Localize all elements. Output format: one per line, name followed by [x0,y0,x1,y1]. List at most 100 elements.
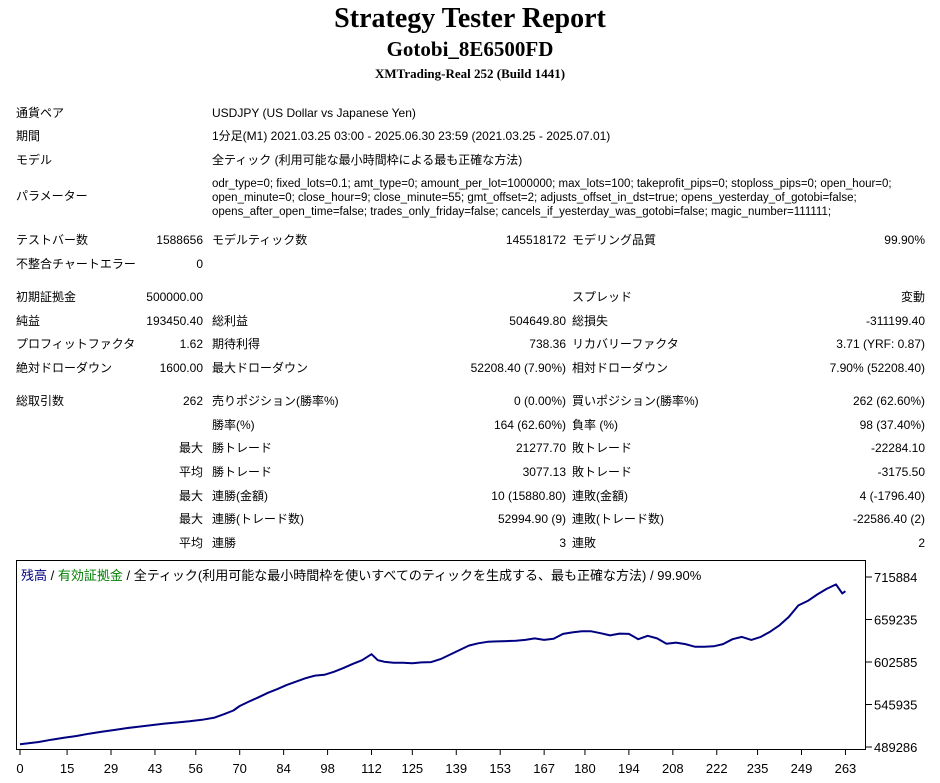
quality-label: モデリング品質 [572,233,657,247]
long-label: 買いポジション(勝率%) [572,394,699,408]
max-consec-loss-label: 連敗(金額) [572,489,628,503]
x-tick-label: 263 [835,761,857,776]
max-prefix: 最大 [178,489,203,503]
x-tick-label: 125 [401,761,423,776]
quality-value: 99.90% [884,233,925,247]
largest-win-value: 21277.70 [515,441,566,455]
legend-equity: 有効証拠金 [57,568,123,583]
server-info: XMTrading-Real 252 (Build 1441) [374,66,566,81]
pf-value: 1.62 [179,337,203,351]
win-rate-value: 164 (62.60%) [493,418,566,432]
model-value: 全ティック (利用可能な最小時間枠による最も正確な方法) [212,153,523,167]
max-consec-win-label: 連勝(金額) [212,489,268,503]
x-tick-label: 0 [16,761,23,776]
win-rate-label: 勝率(%) [212,418,255,432]
balance-chart-frame [16,560,866,750]
legend-balance: 残高 [21,568,48,583]
spread-label: スプレッド [572,290,633,304]
chart-legend: 残高 / 有効証拠金 / 全ティック(利用可能な最小時間枠を使いすべてのティック… [21,565,701,584]
x-tick-label: 235 [747,761,769,776]
max-consec-lossamt-value: -22586.40 (2) [852,512,925,526]
params-line: opens_after_open_time=false; trades_only… [212,206,832,218]
largest-loss-value: -22284.10 [870,441,925,455]
x-tick-label: 222 [706,761,728,776]
y-tick-label: 545935 [874,698,917,713]
gross-profit-value: 504649.80 [509,314,566,328]
avg-loss-label: 敗トレード [572,465,633,479]
max-consec-loss-value: 4 (-1796.40) [859,489,925,503]
avg-consec-win-label: 連勝 [212,536,237,550]
loss-rate-value: 98 (37.40%) [859,418,925,432]
y-tick-label: 659235 [874,612,917,627]
avg-win-label: 勝トレード [212,465,273,479]
x-tick-label: 70 [232,761,246,776]
max-consec-lossamt-label: 連敗(トレード数) [572,512,664,526]
mismatch-label: 不整合チャートエラー [16,257,136,271]
symbol-value: USDJPY (US Dollar vs Japanese Yen) [212,106,416,120]
avg-consec-loss-value: 2 [918,536,925,550]
y-tick-label: 715884 [874,570,917,585]
max-consec-profit-value: 52994.90 (9) [497,512,566,526]
avg-prefix: 平均 [178,465,203,479]
deposit-value: 500000.00 [146,290,203,304]
x-tick-label: 43 [148,761,162,776]
spread-value: 変動 [900,290,925,304]
expected-value: 738.36 [529,337,566,351]
legend-separator: / [47,568,58,583]
avg-consec-loss-label: 連敗 [572,536,597,550]
gross-loss-label: 総損失 [572,314,609,328]
max-prefix: 最大 [178,512,203,526]
long-value: 262 (62.60%) [852,394,925,408]
model-label: モデル [16,153,53,167]
period-value: 1分足(M1) 2021.03.25 03:00 - 2025.06.30 23… [212,129,611,143]
net-value: 193450.40 [146,314,203,328]
avg-loss-value: -3175.50 [877,465,925,479]
rel-dd-label: 相対ドローダウン [572,361,669,375]
x-tick-label: 98 [320,761,334,776]
max-prefix: 最大 [178,441,203,455]
params-label: パラメーター [16,189,88,203]
trades-value: 262 [182,394,203,408]
y-tick-label: 489286 [874,740,917,755]
pf-label: プロフィットファクタ [16,337,136,351]
net-label: 純益 [16,314,41,328]
y-tick-label: 602585 [874,655,917,670]
period-label: 期間 [16,129,41,143]
abs-dd-value: 1600.00 [159,361,203,375]
rel-dd-value: 7.90% (52208.40) [829,361,925,375]
symbol-label: 通貨ペア [16,106,65,120]
ea-name: Gotobi_8E6500FD [386,37,554,61]
bars-value: 1588656 [156,233,203,247]
x-tick-label: 208 [662,761,684,776]
x-tick-label: 167 [533,761,555,776]
x-tick-label: 112 [361,761,382,776]
max-consec-win-value: 10 (15880.80) [491,489,566,503]
loss-rate-label: 負率 (%) [572,418,618,432]
max-dd-label: 最大ドローダウン [212,361,309,375]
short-value: 0 (0.00%) [513,394,566,408]
params-line: open_minute=0; close_hour=9; close_minut… [212,192,857,204]
legend-description: / 全ティック(利用可能な最小時間枠を使いすべてのティックを生成する、最も正確な… [122,568,702,583]
short-label: 売りポジション(勝率%) [212,394,339,408]
x-tick-label: 153 [489,761,511,776]
trades-label: 総取引数 [16,394,65,408]
ticks-value: 145518172 [505,233,566,247]
ticks-label: モデルティック数 [212,233,308,247]
gross-profit-label: 総利益 [212,314,249,328]
x-tick-label: 29 [104,761,118,776]
x-tick-label: 180 [574,761,596,776]
largest-loss-label: 敗トレード [572,441,633,455]
x-tick-label: 56 [189,761,203,776]
x-tick-label: 139 [445,761,467,776]
x-tick-label: 249 [791,761,813,776]
expected-label: 期待利得 [212,337,261,351]
report-title: Strategy Tester Report [334,3,606,34]
mismatch-value: 0 [196,257,203,271]
max-consec-profit-label: 連勝(トレード数) [212,512,304,526]
gross-loss-value: -311199.40 [866,314,925,328]
abs-dd-label: 絶対ドローダウン [16,361,113,375]
largest-win-label: 勝トレード [212,441,273,455]
x-tick-label: 84 [276,761,290,776]
x-tick-label: 15 [60,761,74,776]
